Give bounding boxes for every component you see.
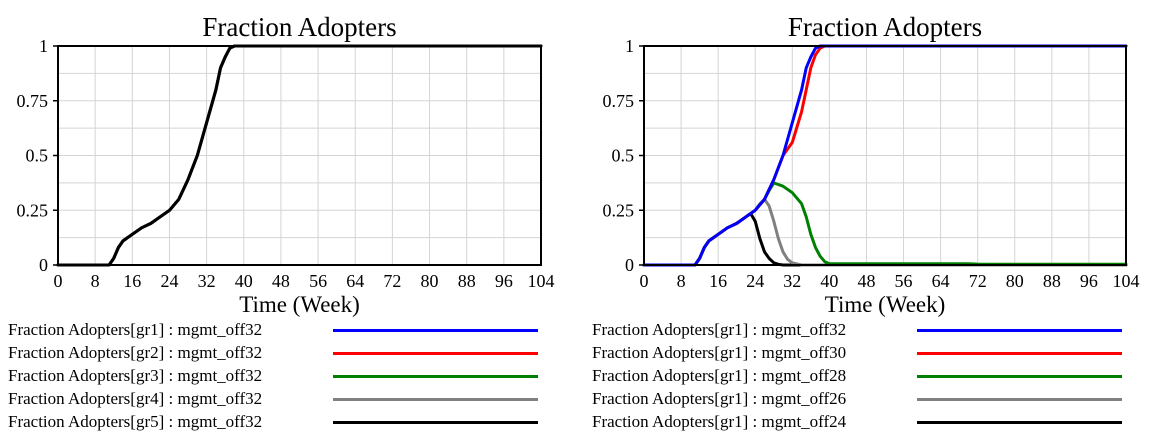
legend-label: Fraction Adopters[gr1] : mgmt_off32 [592,320,847,339]
x-tick-label: 104 [1113,271,1140,291]
x-tick-label: 56 [895,271,913,291]
legend-item: Fraction Adopters[gr4] : mgmt_off32 [8,389,548,409]
legend-label: Fraction Adopters[gr1] : mgmt_off32 [8,320,263,339]
chart-left: Fraction Adopters 0 0.25 0.5 0.75 1 0 8 16 24 32 40… [17,12,555,317]
x-tick-label: 8 [91,271,100,291]
legend-label: Fraction Adopters[gr3] : mgmt_off32 [8,366,263,385]
x-tick-label: 0 [640,271,649,291]
y-tick-label: 0.25 [17,200,49,220]
legend-left: Fraction Adopters[gr1] : mgmt_off32 Fract… [8,320,548,440]
legend-item: Fraction Adopters[gr3] : mgmt_off32 [8,366,548,386]
x-axis-label: Time (Week) [825,292,946,317]
x-tick-label: 88 [1043,271,1061,291]
chart-right: Fraction Adopters 0 0.25 0.5 0.75 1 0 8 16 24 32 40… [603,12,1140,317]
y-tick-label: 0.75 [603,91,635,111]
y-tick-label: 0.5 [612,146,635,166]
x-tick-label: 0 [54,271,63,291]
legend-swatch [333,421,538,424]
x-tick-label: 72 [383,271,401,291]
x-tick-label: 8 [677,271,686,291]
legend-swatch [333,375,538,378]
x-tick-label: 96 [495,271,513,291]
grid [643,46,1127,265]
legend-item: Fraction Adopters[gr1] : mgmt_off28 [592,366,1132,386]
legend-label: Fraction Adopters[gr1] : mgmt_off24 [592,412,847,431]
y-tick-label: 0.25 [603,200,635,220]
x-tick-label: 40 [235,271,253,291]
x-tick-label: 24 [746,271,764,291]
legend-item: Fraction Adopters[gr1] : mgmt_off24 [592,412,1132,432]
x-tick-label: 88 [458,271,476,291]
legend-swatch [333,352,538,355]
legend-swatch [917,375,1122,378]
x-tick-label: 80 [421,271,439,291]
legend-item: Fraction Adopters[gr1] : mgmt_off32 [592,320,1132,340]
legend-swatch [917,329,1122,332]
x-tick-label: 24 [160,271,178,291]
legend-item: Fraction Adopters[gr1] : mgmt_off30 [592,343,1132,363]
legend-label: Fraction Adopters[gr1] : mgmt_off30 [592,343,847,362]
legend-right: Fraction Adopters[gr1] : mgmt_off32 Fract… [592,320,1132,440]
series-line-5 [56,44,543,267]
legend-item: Fraction Adopters[gr1] : mgmt_off26 [592,389,1132,409]
y-tick-label: 0 [625,255,634,275]
series-line-2 [642,197,1128,267]
y-tick-label: 1 [625,36,634,56]
legend-swatch [917,421,1122,424]
x-tick-label: 72 [969,271,987,291]
x-tick-label: 16 [123,271,141,291]
legend-label: Fraction Adopters[gr4] : mgmt_off32 [8,389,263,408]
legend-label: Fraction Adopters[gr1] : mgmt_off26 [592,389,847,408]
x-tick-label: 32 [198,271,216,291]
chart-title: Fraction Adopters [202,12,396,42]
legend-swatch [917,398,1122,401]
y-tick-label: 0.75 [17,91,49,111]
x-tick-label: 80 [1006,271,1024,291]
x-tick-label: 56 [309,271,327,291]
legend-item: Fraction Adopters[gr1] : mgmt_off32 [8,320,548,340]
y-tick-label: 0.5 [26,146,49,166]
series-line-1 [642,212,1128,267]
x-tick-label: 48 [272,271,290,291]
x-tick-label: 48 [857,271,875,291]
x-tick-label: 16 [709,271,727,291]
x-tick-label: 64 [932,271,950,291]
y-tick-label: 0 [39,255,48,275]
x-tick-label: 32 [783,271,801,291]
legend-item: Fraction Adopters[gr2] : mgmt_off32 [8,343,548,363]
x-axis-label: Time (Week) [239,292,360,317]
chart-title: Fraction Adopters [788,12,982,42]
series-line-5 [642,44,1128,267]
series-line-3 [642,181,1128,267]
legend-swatch [333,398,538,401]
legend-label: Fraction Adopters[gr1] : mgmt_off28 [592,366,847,385]
grid [57,46,542,265]
x-tick-label: 96 [1080,271,1098,291]
legend-item: Fraction Adopters[gr5] : mgmt_off32 [8,412,548,432]
legend-swatch [917,352,1122,355]
x-tick-label: 104 [528,271,555,291]
x-tick-label: 40 [820,271,838,291]
x-tick-label: 64 [346,271,364,291]
legend-swatch [333,329,538,332]
legend-label: Fraction Adopters[gr2] : mgmt_off32 [8,343,263,362]
legend-label: Fraction Adopters[gr5] : mgmt_off32 [8,412,263,431]
y-tick-label: 1 [39,36,48,56]
